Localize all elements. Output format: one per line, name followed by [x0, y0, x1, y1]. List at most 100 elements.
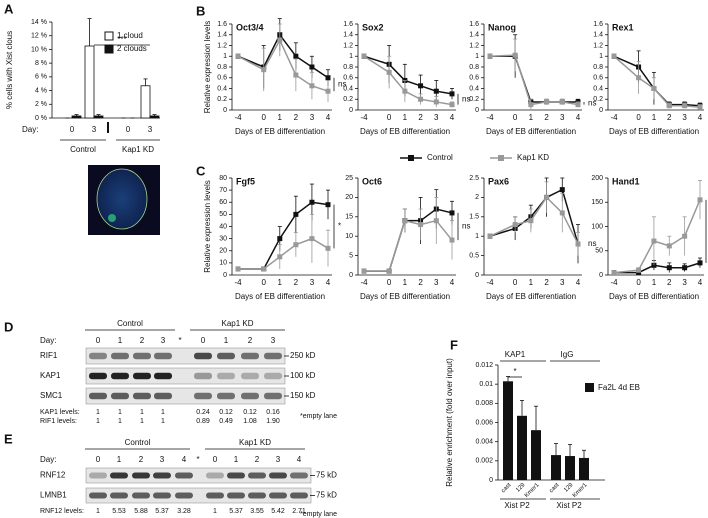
data-point — [449, 237, 455, 243]
y-tick-label: 0.6 — [217, 75, 227, 82]
x-tick-label: 4 — [450, 278, 455, 287]
data-point — [559, 187, 565, 193]
x-tick-label: 4 — [698, 278, 703, 287]
data-point — [487, 233, 493, 239]
level-value: 3.55 — [250, 508, 264, 515]
y-tick-label: 1 — [475, 53, 479, 60]
data-point — [682, 103, 688, 109]
blot-band — [264, 392, 282, 400]
bar — [551, 455, 561, 480]
y-tick-label: 70 — [219, 187, 227, 194]
data-point — [386, 268, 392, 274]
y-tick-label: 0.6 — [343, 75, 353, 82]
data-point — [636, 75, 642, 81]
row-label: SMC1 — [40, 391, 63, 400]
x-tick-label: -4 — [610, 278, 618, 287]
data-point — [611, 53, 617, 59]
data-point — [309, 199, 315, 205]
size-label: 150 kD — [290, 391, 316, 400]
data-point — [361, 53, 367, 59]
row-label: RIF1 — [40, 351, 58, 360]
blot-band — [154, 392, 172, 400]
series-line — [237, 33, 329, 79]
x-tick-label: 4 — [326, 278, 331, 287]
row-label: KAP1 — [40, 371, 61, 380]
blot-band — [89, 372, 107, 380]
blot-band — [227, 472, 245, 479]
y-tick-label: 2 % — [35, 101, 47, 108]
data-point — [293, 72, 299, 78]
y-tick-label: 1.6 — [469, 21, 479, 28]
level-value: 1 — [96, 508, 100, 515]
panel-label: C — [196, 163, 206, 178]
x-tick-label: -4 — [486, 113, 494, 122]
blot-band — [132, 472, 150, 479]
size-label: 250 kD — [290, 351, 316, 360]
y-tick-label: 1.4 — [343, 32, 353, 39]
x-tick-label: -4 — [234, 113, 242, 122]
data-point — [309, 64, 315, 70]
series-line — [489, 188, 579, 245]
y-tick-label: 1.6 — [217, 21, 227, 28]
blot-band — [290, 492, 308, 499]
data-point — [528, 102, 534, 108]
level-value: 5.42 — [271, 508, 285, 515]
level-value: 1 — [118, 418, 122, 425]
series-line — [489, 196, 579, 245]
x-tick-label: 3 — [148, 125, 153, 134]
x-tick-label: -4 — [360, 278, 368, 287]
legend-label: 1 cloud — [117, 31, 143, 40]
x-tick-label: cast — [500, 482, 512, 494]
y-axis-label: Relative expression levels — [203, 21, 212, 114]
x-tick-label: -4 — [360, 113, 368, 122]
x-tick-label: 1 — [403, 113, 408, 122]
y-tick-label: 0.002 — [475, 458, 493, 465]
y-axis-label: Relative enrichment (fold over input) — [445, 358, 454, 487]
series-line — [490, 55, 578, 103]
legend-label: 2 clouds — [117, 44, 147, 53]
y-tick-label: 0.4 — [217, 85, 227, 92]
day-label: Day: — [22, 125, 38, 134]
x-axis-label: Days of EB differentiation — [360, 127, 450, 136]
series-line — [238, 201, 329, 270]
level-value: 1 — [118, 409, 122, 416]
x-tick-label: 1 — [278, 113, 283, 122]
level-value: 0.16 — [266, 409, 280, 416]
y-tick-label: 4 % — [35, 87, 47, 94]
data-point — [325, 75, 331, 81]
blot-band — [269, 492, 287, 499]
data-point — [418, 96, 424, 102]
data-point — [697, 260, 703, 266]
y-tick-label: 14 % — [31, 19, 47, 26]
chart-title: Oct6 — [362, 176, 382, 186]
y-tick-label: 100 — [591, 223, 603, 230]
chart-title: Rex1 — [612, 22, 634, 32]
lane-label: 1 — [117, 455, 122, 464]
level-value: 1 — [161, 418, 165, 425]
level-value: 1 — [96, 409, 100, 416]
blot-band — [194, 392, 212, 400]
data-point — [277, 37, 283, 43]
y-tick-label: 1 — [599, 53, 603, 60]
legend-swatch — [104, 31, 114, 41]
data-point — [386, 69, 392, 75]
blot-band — [111, 372, 129, 380]
x-axis-label: Days of EB differentiation — [235, 127, 325, 136]
y-tick-label: 1.6 — [593, 21, 603, 28]
sublabel: Xist P2 — [504, 501, 530, 510]
data-point — [361, 268, 367, 274]
y-tick-label: 0.5 — [469, 252, 479, 259]
blot-band — [206, 472, 224, 479]
note: *empty lane — [300, 511, 337, 518]
x-tick-label: 0 — [70, 125, 75, 134]
chart-title: Oct3/4 — [236, 22, 264, 32]
y-tick-label: 0 — [223, 107, 227, 114]
data-point — [277, 236, 283, 242]
y-axis-label: % cells with Xist clous — [5, 31, 14, 109]
x-tick-label: 3 — [310, 113, 315, 122]
level-value: 1 — [140, 409, 144, 416]
day-label: Day: — [40, 455, 56, 464]
x-tick-label: 0 — [126, 125, 131, 134]
chart-title: Sox2 — [362, 22, 384, 32]
data-point — [402, 88, 408, 94]
